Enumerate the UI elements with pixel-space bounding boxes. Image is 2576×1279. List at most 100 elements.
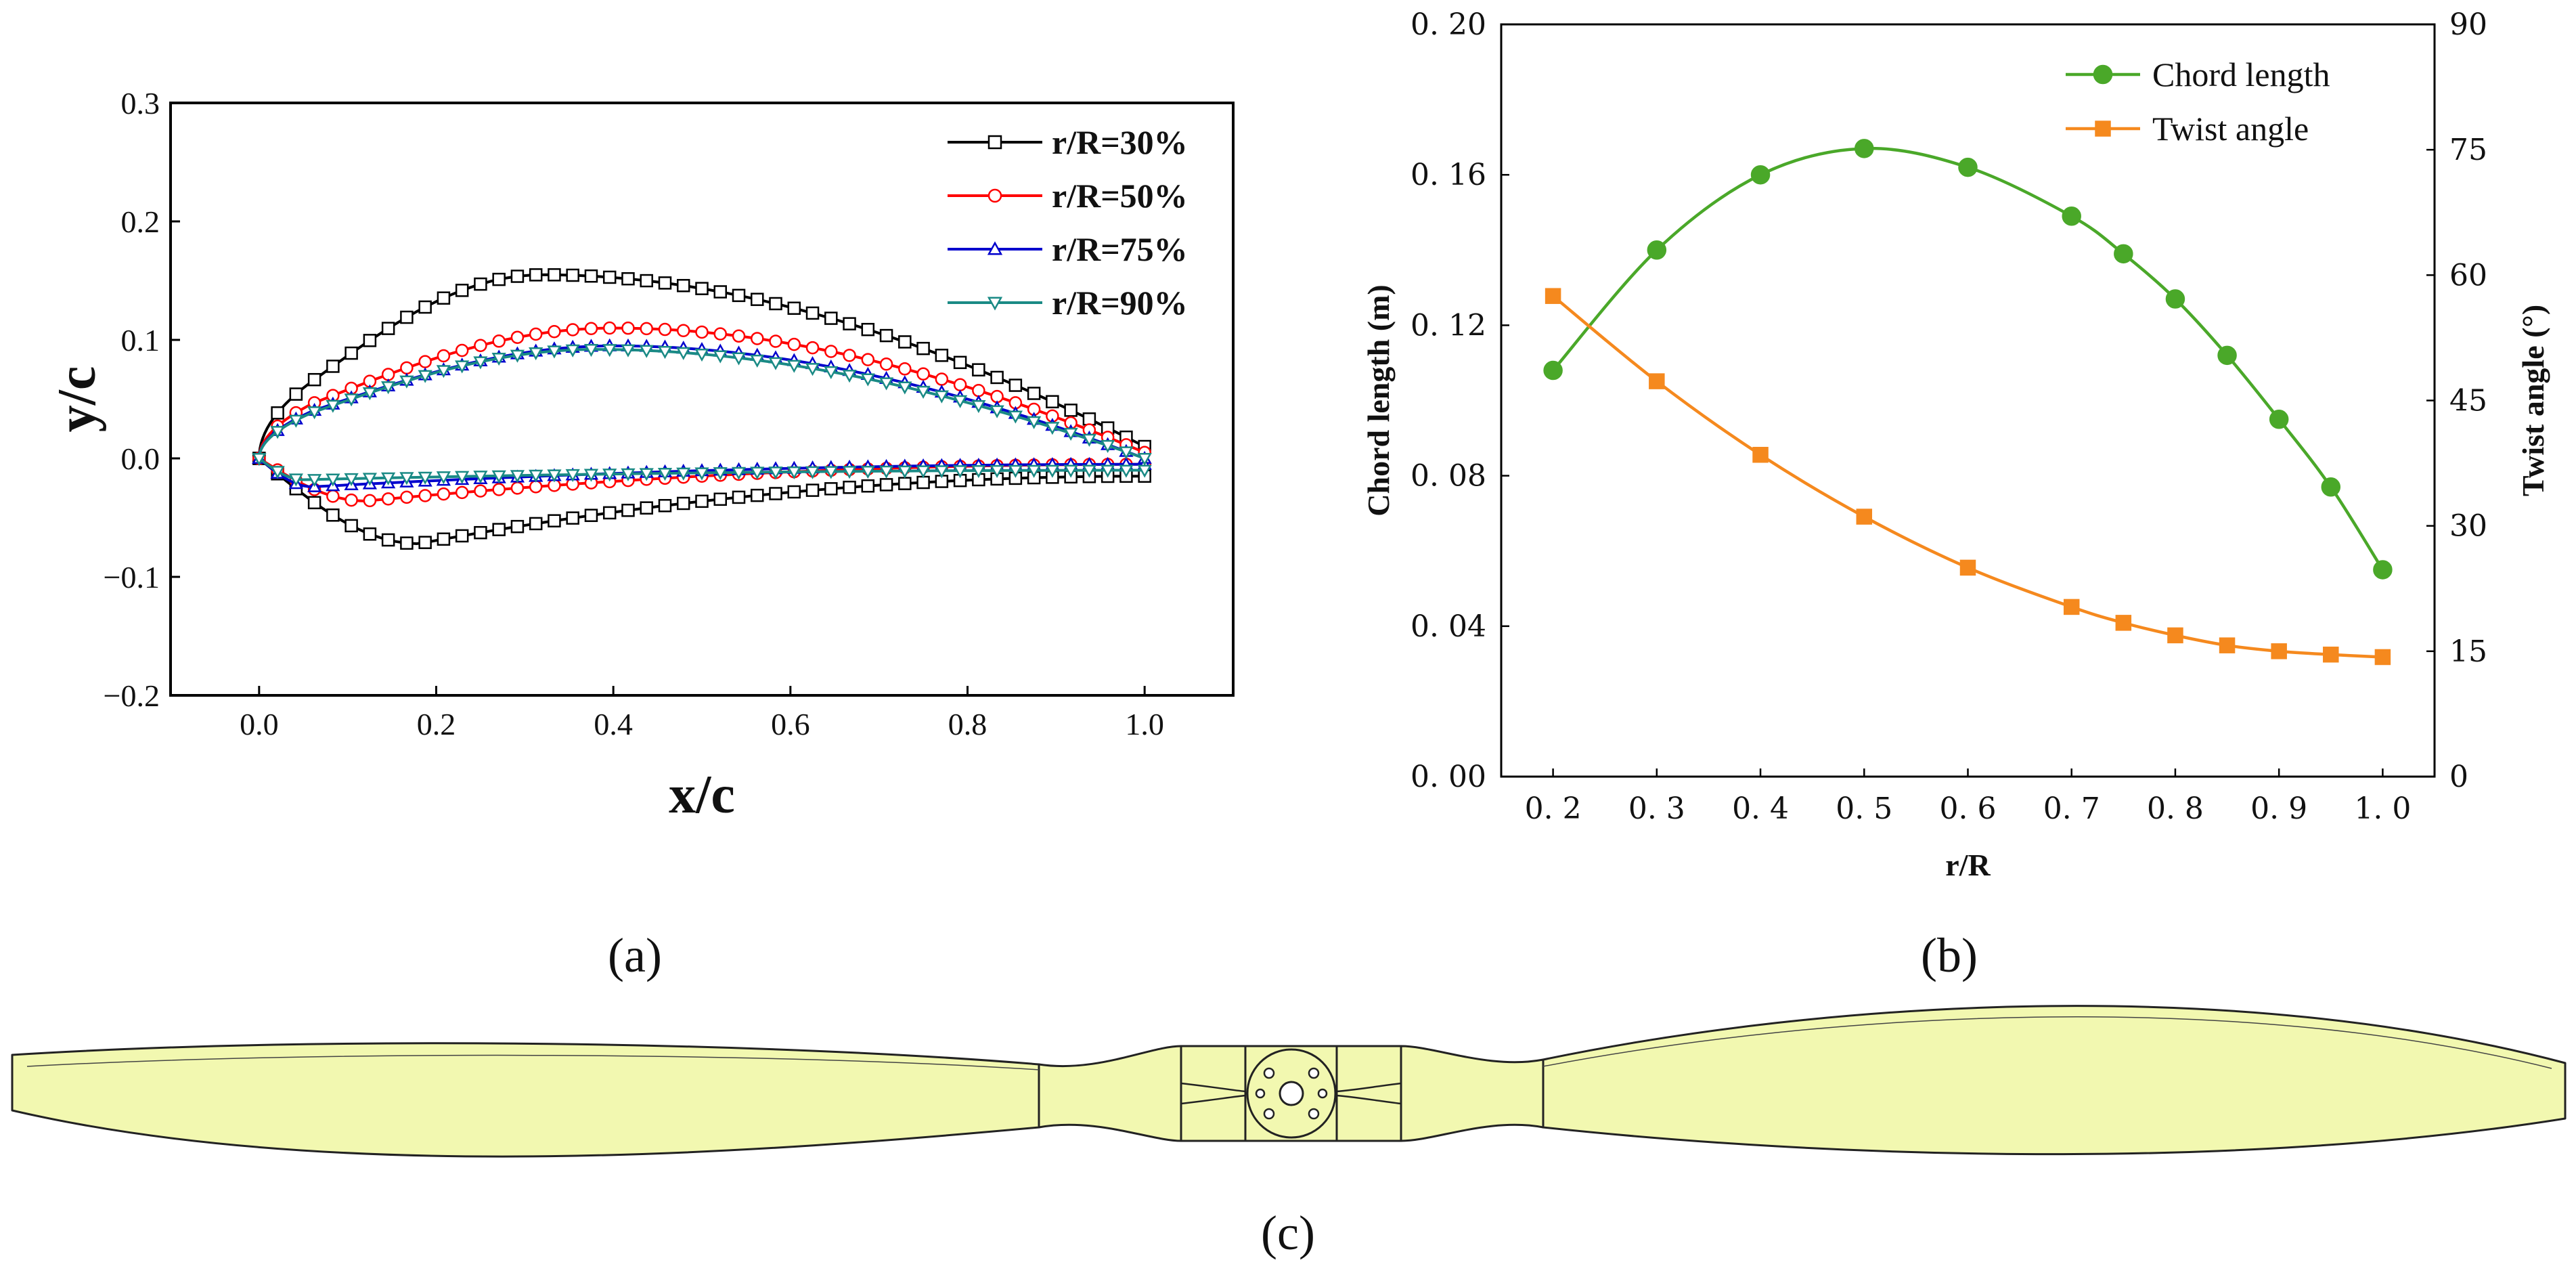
airfoil-marker — [824, 366, 839, 380]
airfoil-marker — [860, 373, 875, 387]
airfoil-marker — [583, 343, 599, 357]
airfoil-marker — [972, 384, 985, 397]
airfoil-marker — [713, 350, 728, 364]
airfoil-marker — [676, 279, 690, 292]
airfoil-marker — [492, 272, 506, 286]
data-point — [2271, 643, 2287, 659]
airfoil-marker — [750, 467, 765, 480]
data-point — [2063, 599, 2080, 615]
airfoil-marker — [952, 395, 968, 408]
airfoil-marker — [1063, 427, 1078, 441]
data-point — [2114, 244, 2133, 264]
airfoil-marker — [658, 276, 672, 290]
airfoil-marker — [640, 274, 653, 288]
y-tick-label-a: 0.0 — [121, 441, 160, 476]
y2-tick-label-b: 30 — [2449, 509, 2487, 544]
airfoil-marker — [898, 362, 912, 376]
airfoil-marker — [473, 471, 488, 484]
series-chord-length — [1543, 139, 2393, 580]
x-tick-label-a: 0.6 — [771, 707, 810, 741]
airfoil-marker — [455, 471, 470, 484]
y-tick-label-a: 0.2 — [121, 204, 160, 239]
airfoil-marker — [491, 353, 506, 366]
airfoil-marker — [271, 406, 284, 420]
airfoil-marker — [971, 464, 986, 479]
y2-tick-label-b: 60 — [2449, 258, 2487, 292]
y-tick-label-a: 0.3 — [121, 86, 160, 121]
x-tick-label-b: 0. 2 — [1525, 792, 1582, 826]
airfoil-marker — [769, 334, 782, 348]
airfoil-marker — [621, 503, 635, 517]
airfoil-marker — [418, 489, 432, 502]
airfoil-marker — [640, 501, 653, 515]
y2-tick-label-b: 15 — [2449, 634, 2487, 669]
airfoil-marker — [1137, 464, 1152, 478]
airfoil-marker — [548, 325, 561, 339]
airfoil-marker — [805, 341, 820, 355]
data-point — [1649, 373, 1665, 389]
airfoil-marker — [400, 536, 414, 550]
airfoil-marker — [657, 345, 673, 360]
airfoil-marker — [658, 322, 672, 337]
airfoil-marker — [786, 360, 801, 373]
airfoil-marker — [474, 525, 487, 540]
airfoil-marker — [474, 484, 487, 498]
airfoil-marker — [602, 270, 617, 284]
airfoil-marker — [824, 466, 839, 479]
data-point — [2062, 207, 2081, 226]
data-point — [2115, 615, 2132, 631]
airfoil-marker — [584, 508, 598, 522]
airfoil-marker — [787, 301, 801, 315]
airfoil-marker — [270, 466, 285, 479]
x-axis-label-a: x/c — [669, 765, 735, 825]
airfoil-marker — [436, 365, 451, 378]
airfoil-marker — [437, 487, 451, 501]
airfoil-marker — [731, 352, 747, 366]
airfoil-marker — [990, 464, 1004, 479]
panel-label-c: (c) — [1261, 1206, 1315, 1260]
airfoil-marker — [897, 381, 912, 395]
airfoil-marker — [861, 322, 875, 337]
airfoil-marker — [344, 473, 359, 487]
airfoil-marker — [751, 332, 764, 345]
airfoil-marker — [768, 467, 783, 480]
airfoil-marker — [1045, 464, 1060, 478]
airfoil-marker — [1027, 464, 1042, 478]
airfoil-marker — [510, 519, 525, 534]
airfoil-marker — [418, 370, 432, 383]
airfoil-marker — [953, 355, 967, 370]
data-point — [1545, 288, 1561, 304]
airfoil-marker — [510, 481, 525, 495]
data-point — [2219, 637, 2236, 653]
airfoil-marker — [694, 348, 709, 362]
airfoil-marker — [1027, 387, 1041, 400]
airfoil-marker — [750, 354, 765, 368]
x-tick-label-a: 0.2 — [417, 707, 456, 741]
airfoil-marker — [824, 345, 838, 358]
airfoil-marker — [732, 490, 746, 504]
airfoil-marker — [1045, 422, 1060, 435]
airfoil-marker — [768, 357, 783, 370]
airfoil-marker — [990, 370, 1004, 385]
y2-tick-label-b: 75 — [2449, 133, 2487, 167]
airfoil-marker — [583, 469, 599, 482]
airfoil-marker — [639, 345, 654, 358]
airfoil-marker — [565, 469, 580, 483]
airfoil-marker — [548, 514, 561, 527]
airfoil-marker — [805, 466, 820, 479]
y-tick-label-b: 0. 12 — [1411, 308, 1486, 343]
airfoil-marker — [972, 363, 985, 376]
airfoil-marker — [381, 381, 396, 395]
x-axis-label-b: r/R — [1945, 848, 1991, 882]
x-tick-label-a: 0.0 — [240, 707, 279, 741]
airfoil-marker — [787, 337, 801, 351]
airfoil-marker — [916, 385, 931, 399]
airfoil-marker — [1082, 433, 1097, 447]
airfoil-marker — [565, 344, 580, 357]
airfoil-marker — [566, 323, 579, 337]
airfoil-marker — [898, 335, 912, 349]
blade-right-neck — [1400, 1045, 1545, 1142]
airfoil-marker — [326, 399, 340, 413]
airfoil-marker — [602, 506, 617, 520]
